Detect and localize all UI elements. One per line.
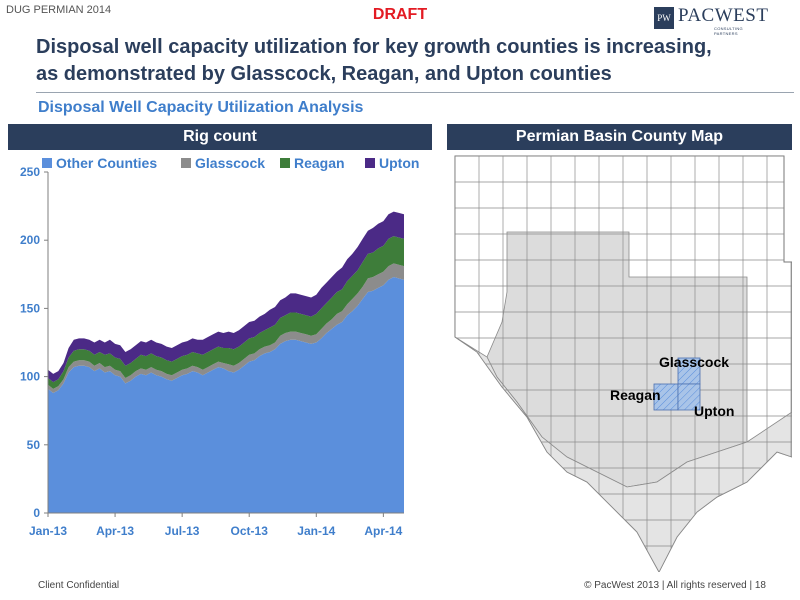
- legend-item-reagan: Reagan: [280, 155, 345, 171]
- x-tick-label: Jan-14: [297, 524, 335, 538]
- legend-item-glasscock: Glasscock: [181, 155, 265, 171]
- rig-count-chart: 0 50 100 150 200 250 Jan-13 Apr-13 Jul-13 Oct-13 J…: [20, 155, 419, 538]
- legend-item-upton: Upton: [365, 155, 419, 171]
- series-area-glasscock: [48, 263, 404, 393]
- x-tick-label: Apr-13: [96, 524, 134, 538]
- x-tick-label: Jul-13: [165, 524, 200, 538]
- chart-axes: 0 50 100 150 200 250 Jan-13 Apr-13 Jul-13 Oct-13 J…: [20, 165, 404, 538]
- x-tick-label: Oct-13: [231, 524, 269, 538]
- legend-swatch: [42, 158, 52, 168]
- permian-counties: [454, 231, 792, 572]
- y-tick-label: 150: [20, 301, 40, 315]
- pacwest-logo: PW PACWEST CONSULTING PARTNERS: [654, 5, 768, 36]
- x-tick-label: Apr-14: [364, 524, 402, 538]
- slide-headline: Disposal well capacity utilization for k…: [36, 34, 776, 88]
- reagan-county: [653, 383, 679, 411]
- legend-swatch: [280, 158, 290, 168]
- legend-label: Upton: [379, 155, 419, 171]
- legend-label: Other Counties: [56, 155, 157, 171]
- chart-legend: Other Counties Glasscock Reagan Upton: [42, 155, 419, 171]
- legend-swatch: [365, 158, 375, 168]
- slide-subtitle: Disposal Well Capacity Utilization Analy…: [38, 99, 364, 116]
- event-label: DUG PERMIAN 2014: [6, 4, 112, 16]
- reagan-label: Reagan: [610, 387, 661, 403]
- series-area-reagan: [48, 236, 404, 389]
- glasscock-label: Glasscock: [659, 354, 729, 370]
- footer-confidential: Client Confidential: [38, 580, 120, 591]
- y-tick-label: 50: [27, 438, 41, 452]
- headline-line-1: Disposal well capacity utilization for k…: [36, 36, 712, 58]
- legend-swatch: [181, 158, 191, 168]
- upton-label: Upton: [694, 403, 734, 419]
- legend-item-other-counties: Other Counties: [42, 155, 157, 171]
- logo-tagline: CONSULTING PARTNERS: [714, 26, 743, 36]
- permian-county-map: Glasscock Reagan Upton: [447, 152, 792, 572]
- y-tick-label: 200: [20, 233, 40, 247]
- draft-stamp: DRAFT: [372, 6, 428, 23]
- logo-mark-icon: PW: [654, 7, 674, 29]
- y-tick-label: 250: [20, 165, 40, 179]
- divider: [36, 92, 794, 93]
- series-area-other-counties: [48, 277, 404, 513]
- headline-line-2: as demonstrated by Glasscock, Reagan, an…: [36, 63, 612, 85]
- highlighted-counties: [653, 357, 701, 411]
- footer-copyright: © PacWest 2013 | All rights reserved | 1…: [584, 580, 766, 591]
- x-tick-label: Jan-13: [29, 524, 67, 538]
- y-tick-label: 100: [20, 370, 40, 384]
- chart-title: Rig count: [8, 124, 432, 150]
- y-tick-label: 0: [33, 506, 40, 520]
- legend-label: Reagan: [294, 155, 345, 171]
- upton-county: [677, 383, 701, 411]
- chart-areas: [48, 211, 404, 513]
- series-area-upton: [48, 211, 404, 383]
- legend-label: Glasscock: [195, 155, 265, 171]
- map-title: Permian Basin County Map: [447, 124, 792, 150]
- logo-name: PACWEST: [678, 5, 769, 26]
